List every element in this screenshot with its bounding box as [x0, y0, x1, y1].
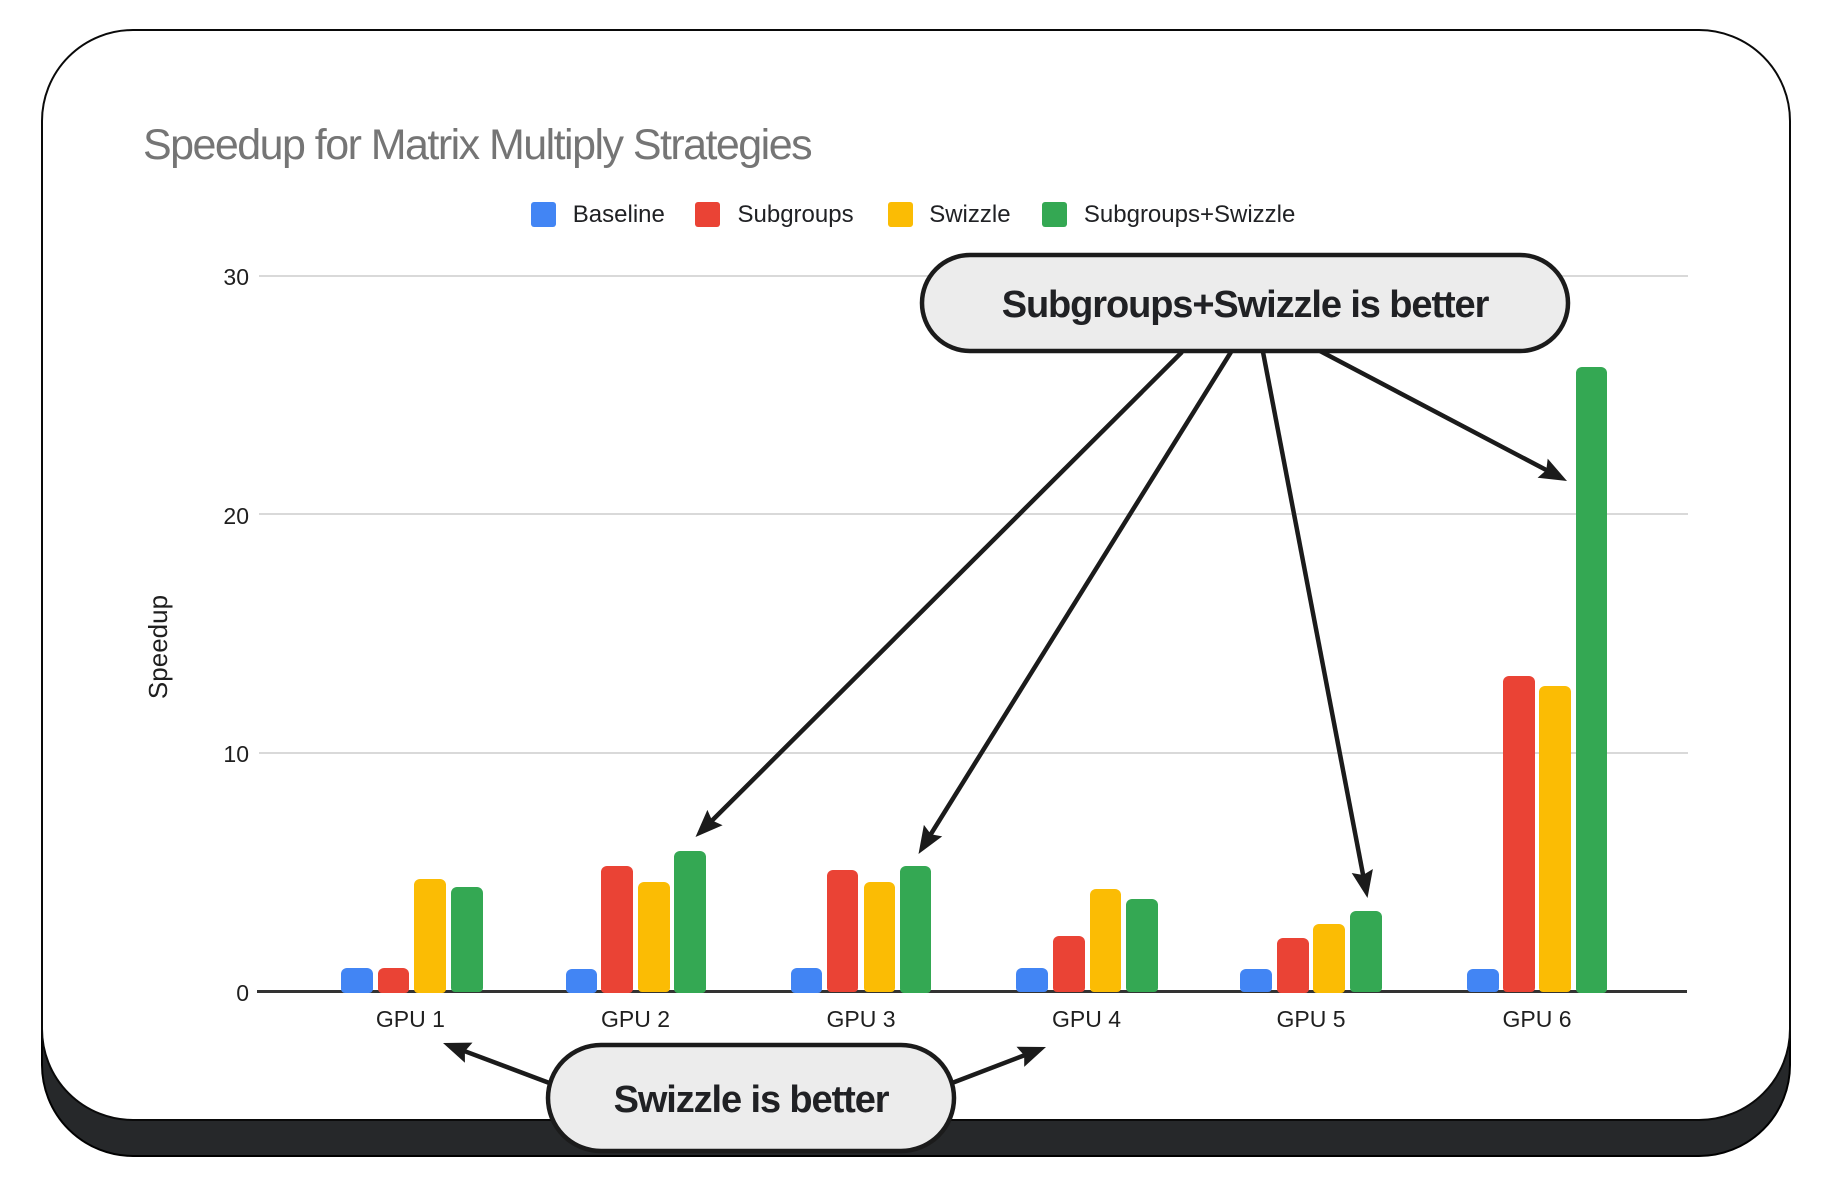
svg-text:Swizzle is better: Swizzle is better	[614, 1079, 890, 1121]
svg-text:Subgroups+Swizzle is better: Subgroups+Swizzle is better	[1002, 284, 1490, 326]
